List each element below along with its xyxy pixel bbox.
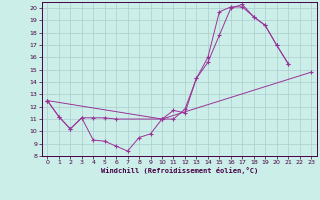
X-axis label: Windchill (Refroidissement éolien,°C): Windchill (Refroidissement éolien,°C) xyxy=(100,167,258,174)
